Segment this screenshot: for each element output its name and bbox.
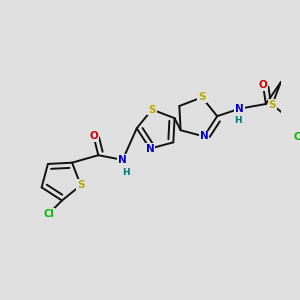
Text: H: H (122, 167, 129, 176)
Text: S: S (148, 104, 156, 115)
Text: N: N (235, 104, 244, 114)
Text: O: O (259, 80, 267, 90)
Text: S: S (77, 180, 85, 190)
Text: S: S (268, 100, 276, 110)
Text: N: N (146, 144, 154, 154)
Text: N: N (118, 155, 127, 165)
Text: Cl: Cl (44, 208, 54, 219)
Text: O: O (89, 131, 98, 142)
Text: N: N (200, 131, 208, 142)
Text: S: S (198, 92, 206, 102)
Text: Cl: Cl (293, 132, 300, 142)
Text: H: H (234, 116, 242, 125)
